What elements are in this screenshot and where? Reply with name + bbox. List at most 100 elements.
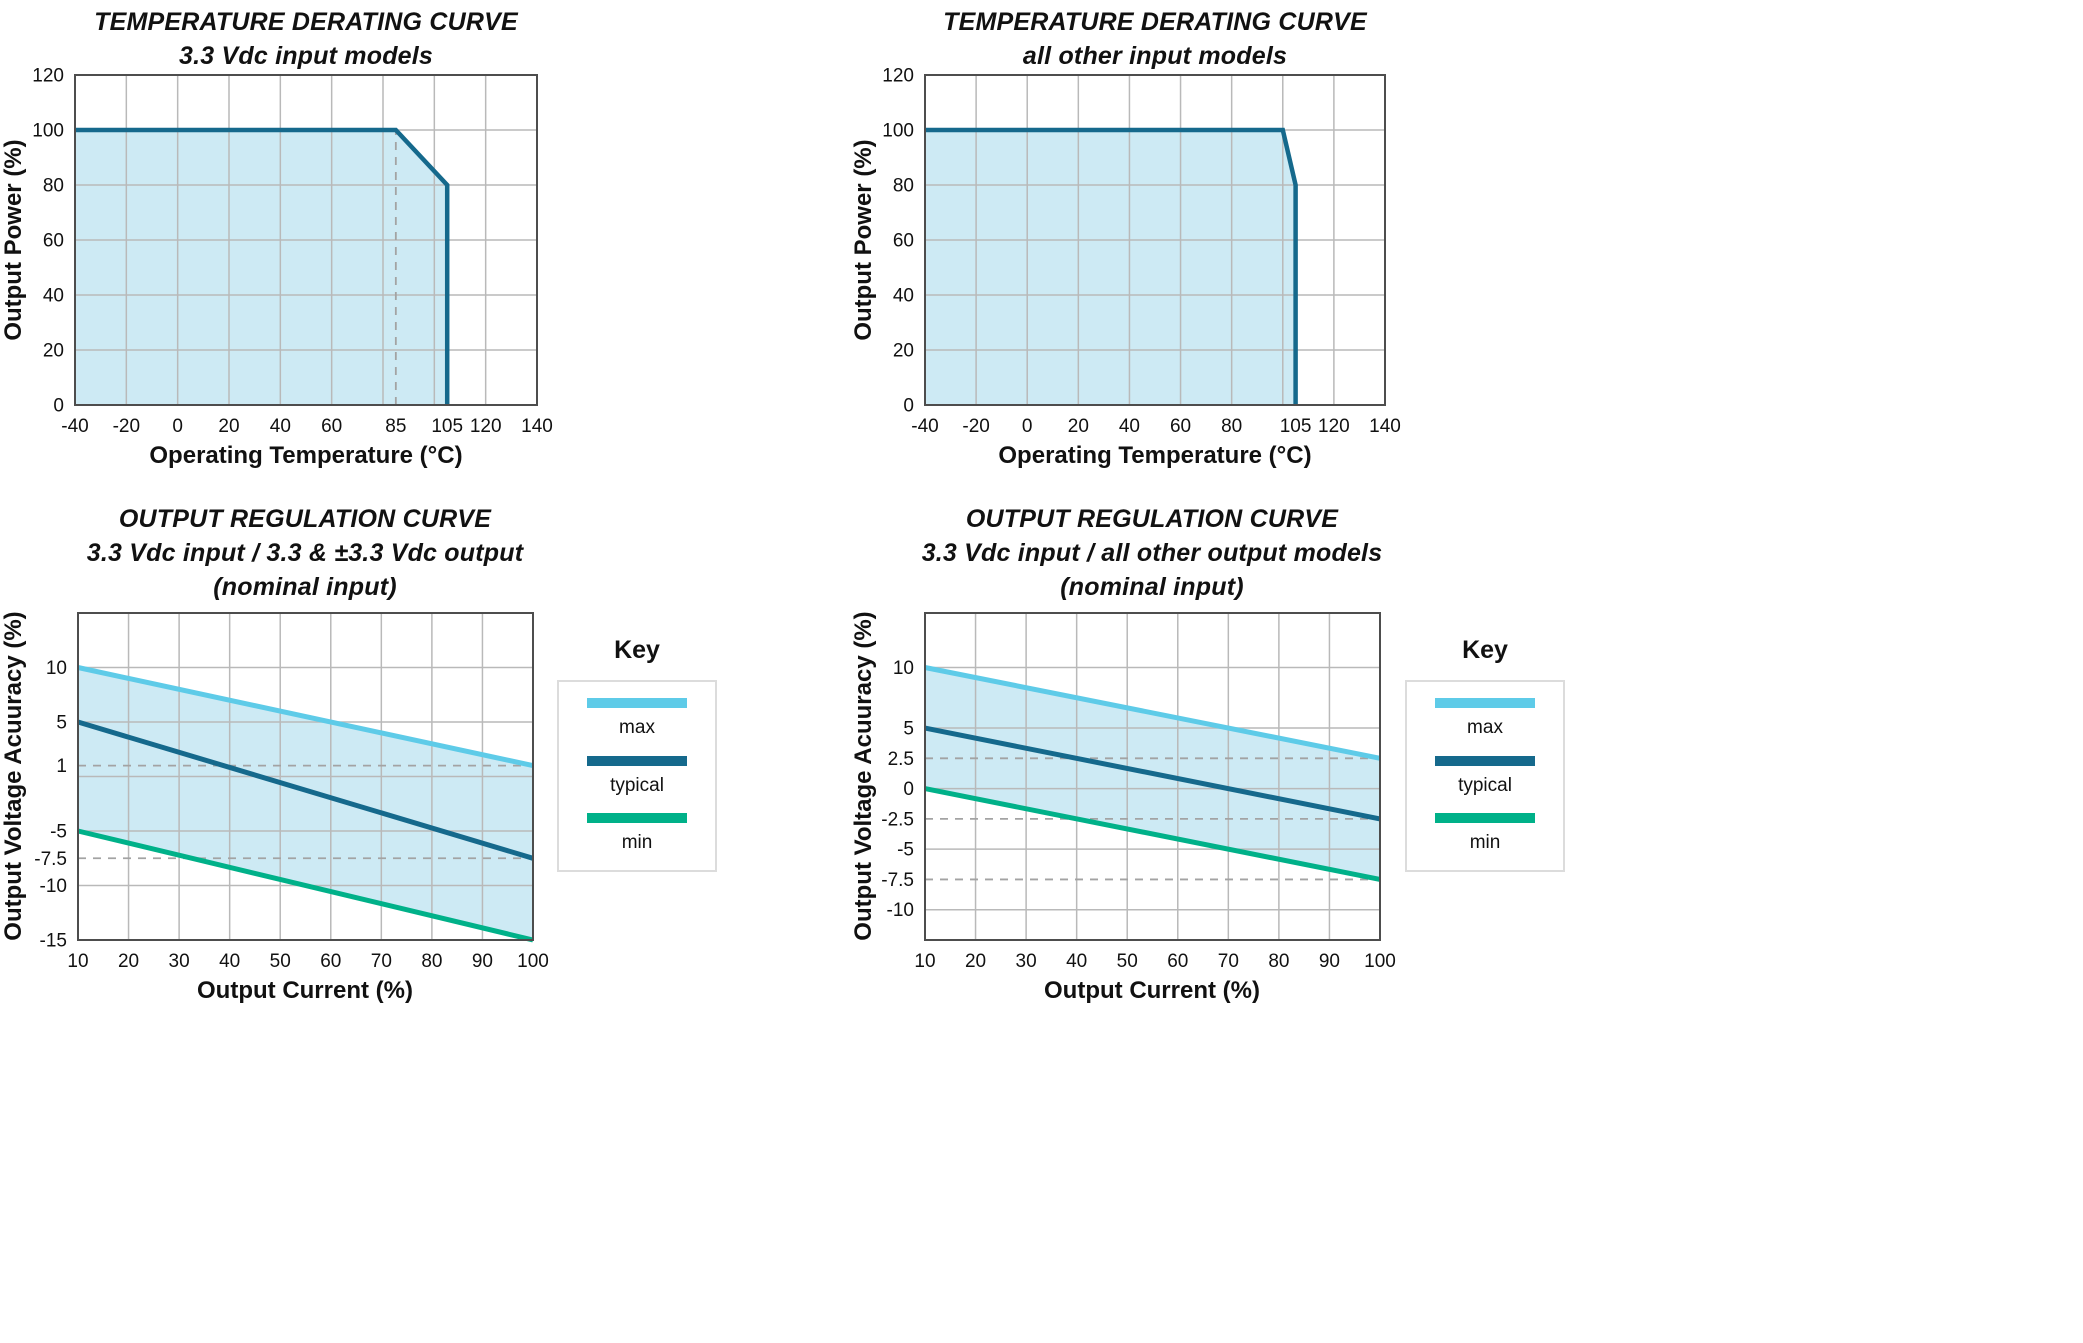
svg-text:60: 60	[320, 951, 341, 972]
svg-text:5: 5	[56, 713, 67, 734]
svg-text:2.5: 2.5	[888, 749, 914, 770]
y-axis-label-regulation-3v3: Output Voltage Acuuracy (%)	[0, 611, 27, 941]
series-typical	[924, 725, 1381, 822]
legend-swatch-min	[1435, 812, 1535, 823]
y-axis-label-regulation-other: Output Voltage Acuuracy (%)	[850, 611, 877, 941]
legend-item-min: min	[1435, 812, 1535, 854]
output-regulation-other-output: 10 20 30 40 50 60 70 80 90 100 10 5 2.5 0 -2.5 -5 -7.5 -1…	[881, 612, 1396, 972]
svg-text:40: 40	[893, 286, 914, 307]
legend-label-typical: typical	[1458, 774, 1512, 796]
legend-swatch-min	[587, 812, 687, 823]
svg-text:0: 0	[53, 396, 64, 417]
svg-text:80: 80	[893, 176, 914, 197]
temperature-derating-other-input: -40 -20 0 20 40 60 80 105 120 140 0 20 40 60 80 100 120	[882, 66, 1401, 438]
plot-border	[77, 612, 534, 941]
title-line-1: TEMPERATURE DERATING CURVE	[943, 8, 1367, 36]
svg-text:120: 120	[882, 66, 914, 87]
svg-text:90: 90	[472, 951, 493, 972]
legend-label-max: max	[1467, 717, 1503, 739]
legend-swatch-max	[1435, 698, 1535, 709]
svg-text:-7.5: -7.5	[34, 849, 67, 870]
chart-title-derating-other: TEMPERATURE DERATING CURVE all other inp…	[849, 5, 1461, 73]
svg-text:40: 40	[1066, 951, 1087, 972]
x-axis-label-derating-other: Operating Temperature (°C)	[998, 442, 1312, 469]
x-axis-label-regulation-other: Output Current (%)	[1044, 977, 1260, 1004]
svg-text:120: 120	[1318, 416, 1350, 437]
x-tick-labels: -40 -20 0 20 40 60 80 105 120 140	[911, 416, 1401, 437]
temperature-derating-3v3-input: -40 -20 0 20 40 60 85 105 120 140 0 20 40 60 80 100 120	[32, 66, 553, 438]
series-min	[77, 828, 534, 943]
svg-text:-40: -40	[911, 416, 938, 437]
legend-swatch-max	[587, 698, 687, 709]
svg-text:100: 100	[517, 951, 549, 972]
series-min	[924, 786, 1381, 882]
legend-item-typical: typical	[587, 755, 687, 797]
chart-title-regulation-other: OUTPUT REGULATION CURVE 3.3 Vdc input / …	[847, 502, 1457, 604]
title-line-2: 3.3 Vdc input models	[178, 42, 434, 70]
svg-text:-20: -20	[113, 416, 140, 437]
title-line-3: (nominal input)	[213, 573, 397, 601]
legend-label-max: max	[619, 717, 655, 739]
title-line-1: OUTPUT REGULATION CURVE	[965, 505, 1339, 533]
svg-text:20: 20	[218, 416, 239, 437]
svg-text:-20: -20	[962, 416, 989, 437]
svg-text:-15: -15	[40, 931, 67, 952]
legend-item-max: max	[1435, 698, 1535, 739]
svg-text:10: 10	[893, 658, 914, 679]
legend-label-min: min	[1469, 831, 1501, 853]
title-line-2: all other input models	[1022, 42, 1288, 70]
x-tick-labels: 10 20 30 40 50 60 70 80 90 100	[67, 951, 548, 972]
svg-text:120: 120	[32, 66, 64, 87]
shaded-region	[78, 667, 533, 940]
svg-text:-5: -5	[50, 822, 67, 843]
series-max	[924, 665, 1381, 761]
svg-text:120: 120	[470, 416, 502, 437]
svg-text:-2.5: -2.5	[881, 809, 914, 830]
svg-text:70: 70	[371, 951, 392, 972]
legend-title: Key	[1462, 636, 1508, 664]
svg-text:20: 20	[893, 341, 914, 362]
legend-label-typical: typical	[610, 774, 664, 796]
plot-border	[924, 74, 1386, 406]
series-max	[77, 665, 534, 769]
legend-box: max typical min	[557, 680, 717, 872]
shaded-region	[925, 130, 1296, 405]
svg-text:40: 40	[43, 286, 64, 307]
svg-text:10: 10	[67, 951, 88, 972]
svg-text:10: 10	[46, 658, 67, 679]
title-line-1: TEMPERATURE DERATING CURVE	[94, 8, 518, 36]
svg-text:0: 0	[903, 779, 914, 800]
y-axis-label-derating-other: Output Power (%)	[850, 139, 877, 341]
svg-text:20: 20	[965, 951, 986, 972]
derating-curve	[75, 127, 450, 405]
svg-text:85: 85	[385, 416, 406, 437]
legend-item-typical: typical	[1435, 755, 1535, 797]
svg-text:90: 90	[1319, 951, 1340, 972]
derating-curve	[925, 127, 1298, 405]
output-regulation-3v3-output: 10 20 30 40 50 60 70 80 90 100 10 5 1 -5 -7.5 -10 -15	[34, 612, 549, 972]
svg-text:140: 140	[1369, 416, 1401, 437]
gridlines	[77, 613, 534, 940]
svg-text:60: 60	[1170, 416, 1191, 437]
y-tick-labels: 10 5 2.5 0 -2.5 -5 -7.5 -10	[881, 658, 914, 921]
x-tick-labels: 10 20 30 40 50 60 70 80 90 100	[914, 951, 1395, 972]
svg-text:20: 20	[1068, 416, 1089, 437]
chart-title-derating-3v3: TEMPERATURE DERATING CURVE 3.3 Vdc input…	[0, 5, 612, 73]
legend-swatch-typical	[587, 755, 687, 766]
svg-text:60: 60	[43, 231, 64, 252]
svg-text:100: 100	[32, 121, 64, 142]
svg-text:80: 80	[1268, 951, 1289, 972]
y-tick-labels: 0 20 40 60 80 100 120	[882, 66, 914, 417]
y-axis-label-derating-3v3: Output Power (%)	[0, 139, 27, 341]
title-line-1: OUTPUT REGULATION CURVE	[118, 505, 492, 533]
title-line-2: 3.3 Vdc input / 3.3 & ±3.3 Vdc output	[86, 539, 524, 567]
y-tick-labels: 0 20 40 60 80 100 120	[32, 66, 64, 417]
svg-text:105: 105	[1280, 416, 1312, 437]
plot-border	[924, 612, 1381, 941]
svg-text:140: 140	[521, 416, 553, 437]
x-tick-labels: -40 -20 0 20 40 60 85 105 120 140	[61, 416, 553, 437]
svg-text:60: 60	[1167, 951, 1188, 972]
svg-text:-10: -10	[887, 900, 914, 921]
